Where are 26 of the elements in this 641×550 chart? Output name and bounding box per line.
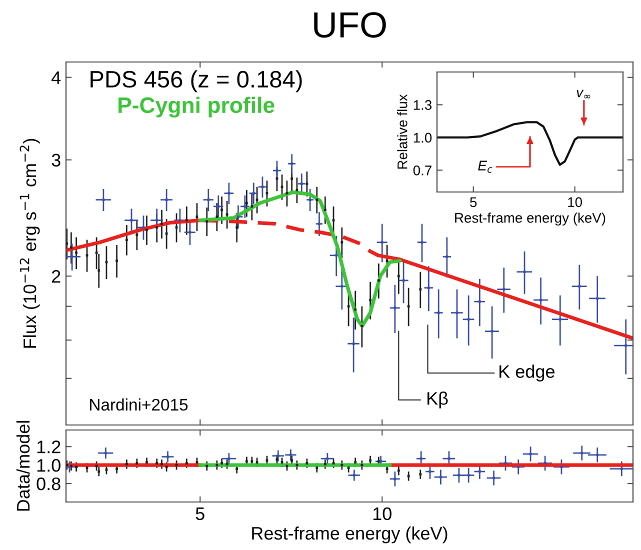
x-tick-label: 10 <box>568 197 582 208</box>
x-axis-title: Rest-frame energy (keV) <box>252 526 448 544</box>
y-tick-label: 1.0 <box>37 459 60 472</box>
annotation: Kβ <box>428 392 448 408</box>
y-tick-label: 0.8 <box>36 477 60 490</box>
x-tick-label: 5 <box>196 508 204 520</box>
y-tick-label: 2 <box>52 270 60 283</box>
annotation: v$_{∞}$ <box>576 90 590 98</box>
x-tick-label: 5 <box>470 197 477 208</box>
annotation: PDS 456 (z = 0.184) <box>90 70 302 92</box>
y-tick-label: 3 <box>52 154 60 167</box>
annotation: Nardini+2015 <box>90 398 188 411</box>
x-axis-title: Rest-frame energy (keV) <box>455 212 606 226</box>
y-tick-label: 1.2 <box>37 440 60 454</box>
annotation: P-Cygni profile <box>118 96 274 118</box>
y-tick-label: 1.0 <box>414 132 432 143</box>
y-tick-label: 4 <box>52 71 61 84</box>
y-axis-title: Data/model <box>16 421 30 511</box>
y-axis-title: Flux (10$^{−12}$ erg s$^{−1}$ cm$^{−2}$) <box>20 138 40 348</box>
x-tick-label: 10 <box>373 507 392 520</box>
chart-title: UFO <box>314 12 386 38</box>
annotation: K edge <box>500 364 554 382</box>
annotation: E$_{c}$ <box>478 160 492 173</box>
y-axis-title: Relative flux <box>397 94 408 169</box>
y-tick-label: 0.7 <box>413 166 432 176</box>
y-tick-label: 1.3 <box>414 100 432 110</box>
